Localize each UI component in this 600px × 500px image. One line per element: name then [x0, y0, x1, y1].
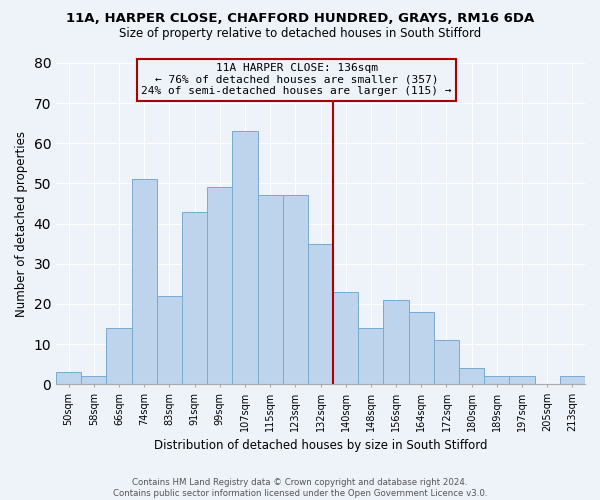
Bar — [434, 340, 459, 384]
Text: Size of property relative to detached houses in South Stifford: Size of property relative to detached ho… — [119, 28, 481, 40]
Text: Contains HM Land Registry data © Crown copyright and database right 2024.
Contai: Contains HM Land Registry data © Crown c… — [113, 478, 487, 498]
Bar — [358, 328, 383, 384]
Bar — [333, 292, 358, 384]
Bar — [182, 212, 207, 384]
Bar — [131, 180, 157, 384]
Text: 11A, HARPER CLOSE, CHAFFORD HUNDRED, GRAYS, RM16 6DA: 11A, HARPER CLOSE, CHAFFORD HUNDRED, GRA… — [66, 12, 534, 26]
Bar — [81, 376, 106, 384]
Bar — [232, 131, 257, 384]
X-axis label: Distribution of detached houses by size in South Stifford: Distribution of detached houses by size … — [154, 440, 487, 452]
Text: 11A HARPER CLOSE: 136sqm
← 76% of detached houses are smaller (357)
24% of semi-: 11A HARPER CLOSE: 136sqm ← 76% of detach… — [142, 63, 452, 96]
Bar — [283, 196, 308, 384]
Bar — [257, 196, 283, 384]
Bar — [383, 300, 409, 384]
Bar — [56, 372, 81, 384]
Bar — [560, 376, 585, 384]
Bar — [409, 312, 434, 384]
Bar — [459, 368, 484, 384]
Bar — [207, 188, 232, 384]
Bar — [106, 328, 131, 384]
Y-axis label: Number of detached properties: Number of detached properties — [15, 130, 28, 316]
Bar — [157, 296, 182, 384]
Bar — [308, 244, 333, 384]
Bar — [484, 376, 509, 384]
Bar — [509, 376, 535, 384]
